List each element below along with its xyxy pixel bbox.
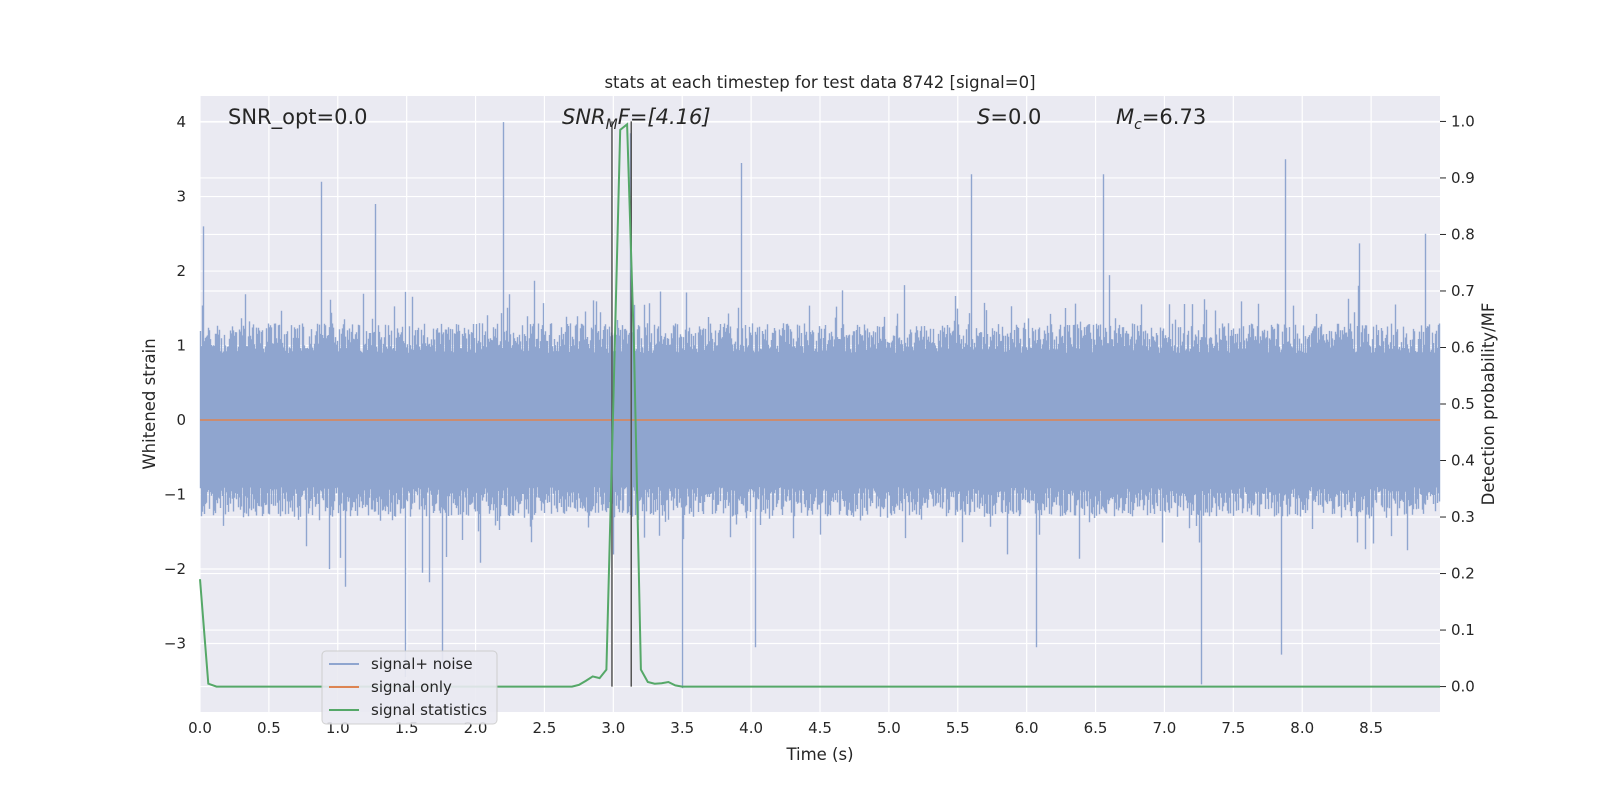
x-tick-label: 7.5 (1221, 719, 1245, 737)
annotation-snr-mf-rest: F=[4.16] (618, 105, 711, 129)
x-tick-label: 0.0 (188, 719, 212, 737)
y-right-tick-label: 0.2 (1451, 565, 1475, 583)
x-tick-label: 8.5 (1359, 719, 1383, 737)
legend-label-signal-statistics: signal statistics (371, 701, 487, 719)
y-right-tick-label: 0.1 (1451, 621, 1475, 639)
y-right-tick-label: 0.4 (1451, 452, 1475, 470)
x-tick-label: 8.0 (1290, 719, 1314, 737)
legend-label-signal-noise: signal+ noise (371, 655, 473, 673)
x-tick-label: 0.5 (257, 719, 281, 737)
x-tick-label: 7.0 (1153, 719, 1177, 737)
x-tick-label: 5.0 (877, 719, 901, 737)
noise-trace (199, 122, 1441, 689)
y-left-tick-labels: −3 −2 −1 0 1 2 3 4 (164, 113, 186, 652)
legend-label-signal-only: signal only (371, 678, 452, 696)
annotation-snr-mf-main: SNR (562, 105, 606, 129)
annotation-s-main: S (977, 105, 990, 129)
y-right-tick-label: 1.0 (1451, 112, 1475, 130)
annotation-s: S=0.0 (977, 105, 1041, 129)
x-tick-label: 2.5 (533, 719, 557, 737)
annotation-mc-rest: =6.73 (1142, 105, 1206, 129)
y-left-tick-label: −3 (164, 634, 186, 652)
annotation-mc-sub: c (1134, 117, 1142, 133)
x-tick-label: 4.0 (739, 719, 763, 737)
y-right-tick-label: 0.7 (1451, 282, 1475, 300)
x-tick-label: 6.0 (1015, 719, 1039, 737)
y-left-tick-label: −1 (164, 486, 186, 504)
y-right-tick-label: 0.5 (1451, 395, 1475, 413)
annotation-mc: Mc=6.73 (1116, 105, 1206, 133)
x-tick-label: 4.5 (808, 719, 832, 737)
y-right-tick-label: 0.8 (1451, 225, 1475, 243)
y-left-tick-label: 0 (176, 411, 186, 429)
x-tick-label: 3.0 (601, 719, 625, 737)
y-axis-label-right: Detection probability/MF (1479, 303, 1498, 506)
series-signal-noise (199, 122, 1441, 689)
annotation-mc-main: M (1116, 105, 1134, 129)
annotation-snr-opt: SNR_opt=0.0 (228, 105, 368, 130)
y-right-tick-label: 0.3 (1451, 508, 1475, 526)
x-tick-label: 3.5 (670, 719, 694, 737)
y-right-tick-label: 0.0 (1451, 678, 1475, 696)
y-left-tick-label: 3 (176, 188, 186, 206)
annotation-snr-mf-sub: M (606, 117, 618, 133)
y-left-tick-label: 1 (176, 337, 186, 355)
y-axis-label-left: Whitened strain (140, 338, 159, 469)
x-tick-labels: 0.0 0.5 1.0 1.5 2.0 2.5 3.0 3.5 4.0 4.5 5.0 5.5 6.0 6… (188, 719, 1383, 737)
legend: signal+ noise signal only signal statist… (321, 650, 498, 725)
annotation-snr-mf: SNRMF=[4.16] (562, 105, 711, 133)
legend-box (321, 650, 498, 725)
annotation-s-rest: =0.0 (990, 105, 1041, 129)
x-tick-label: 5.5 (946, 719, 970, 737)
y-left-tick-label: 4 (176, 113, 186, 131)
y-left-tick-label: 2 (176, 262, 186, 280)
x-tick-label: 6.5 (1084, 719, 1108, 737)
y-right-tick-label: 0.6 (1451, 338, 1475, 356)
x-axis-label: Time (s) (785, 745, 853, 764)
chart-title: stats at each timestep for test data 874… (604, 73, 1035, 92)
vertical-markers (611, 121, 632, 687)
y-right-tick-labels: 0.0 0.1 0.2 0.3 0.4 0.5 0.6 0.7 0.8 0.9 1.0 (1451, 112, 1475, 695)
y-right-tick-label: 0.9 (1451, 169, 1475, 187)
y-left-tick-label: −2 (164, 560, 186, 578)
